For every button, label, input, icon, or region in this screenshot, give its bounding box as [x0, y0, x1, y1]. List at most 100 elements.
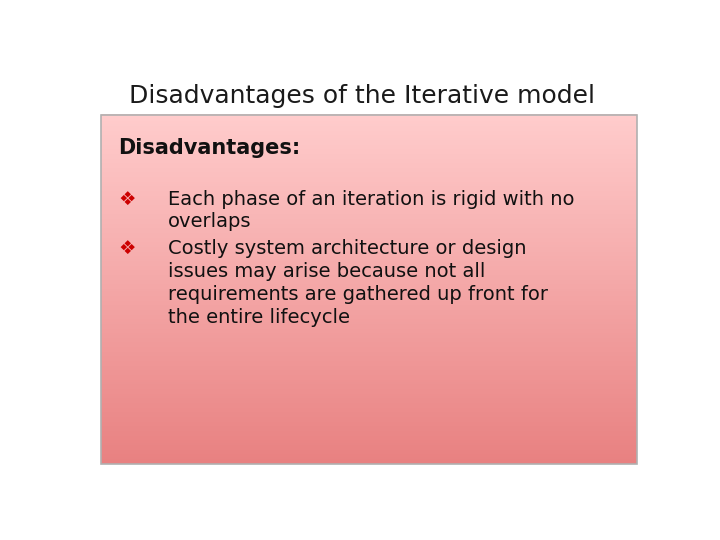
Bar: [101, 445, 636, 448]
Bar: [101, 177, 636, 180]
Bar: [101, 212, 636, 215]
Bar: [101, 312, 636, 315]
Bar: [101, 354, 636, 357]
Bar: [101, 168, 636, 171]
Bar: [101, 254, 636, 256]
Bar: [101, 154, 636, 157]
Bar: [101, 133, 636, 136]
Text: Costly system architecture or design: Costly system architecture or design: [168, 239, 526, 259]
Bar: [101, 454, 636, 457]
Bar: [101, 145, 636, 147]
Bar: [101, 235, 636, 238]
Bar: [101, 294, 636, 296]
Bar: [101, 221, 636, 224]
Bar: [101, 165, 636, 168]
Bar: [101, 321, 636, 324]
Bar: [101, 289, 636, 292]
Bar: [101, 310, 636, 313]
Bar: [101, 296, 636, 299]
Bar: [101, 142, 636, 145]
Bar: [101, 152, 636, 154]
Bar: [101, 370, 636, 373]
Bar: [101, 228, 636, 231]
Bar: [101, 280, 636, 282]
Bar: [101, 193, 636, 196]
Bar: [101, 214, 636, 217]
Bar: [101, 124, 636, 126]
Bar: [101, 301, 636, 303]
Bar: [101, 415, 636, 417]
Bar: [101, 459, 636, 462]
Bar: [101, 401, 636, 403]
Bar: [101, 314, 636, 318]
Bar: [101, 271, 636, 273]
Text: requirements are gathered up front for: requirements are gathered up front for: [168, 285, 548, 304]
Bar: [101, 231, 636, 233]
Bar: [101, 282, 636, 285]
Bar: [101, 114, 636, 117]
Text: Each phase of an iteration is rigid with no: Each phase of an iteration is rigid with…: [168, 190, 575, 208]
Bar: [101, 156, 636, 159]
Bar: [101, 426, 636, 429]
Bar: [101, 305, 636, 308]
Bar: [101, 361, 636, 364]
Bar: [101, 328, 636, 331]
Bar: [101, 366, 636, 368]
Bar: [101, 392, 636, 394]
Bar: [101, 356, 636, 359]
Bar: [101, 207, 636, 210]
Bar: [101, 149, 636, 152]
Bar: [101, 298, 636, 301]
Bar: [101, 205, 636, 208]
Bar: [101, 417, 636, 420]
Bar: [101, 240, 636, 243]
Bar: [101, 226, 636, 229]
Bar: [101, 268, 636, 271]
Bar: [101, 200, 636, 203]
Bar: [101, 422, 636, 424]
Bar: [101, 424, 636, 427]
Bar: [101, 202, 636, 206]
Bar: [101, 333, 636, 336]
Bar: [101, 135, 636, 138]
Text: the entire lifecycle: the entire lifecycle: [168, 308, 350, 327]
Bar: [101, 224, 636, 226]
Bar: [101, 275, 636, 278]
Bar: [101, 117, 636, 119]
Bar: [101, 259, 636, 261]
Bar: [101, 277, 636, 280]
Bar: [101, 335, 636, 338]
Bar: [101, 429, 636, 431]
Bar: [101, 122, 636, 124]
Bar: [101, 384, 636, 387]
Bar: [101, 198, 636, 201]
Bar: [101, 406, 636, 408]
Bar: [101, 326, 636, 329]
Bar: [101, 210, 636, 213]
Bar: [101, 440, 636, 443]
Bar: [101, 217, 636, 219]
Bar: [101, 373, 636, 375]
Text: ❖: ❖: [118, 239, 135, 259]
Bar: [101, 450, 636, 453]
Text: Disadvantages of the Iterative model: Disadvantages of the Iterative model: [129, 84, 595, 107]
Bar: [101, 126, 636, 129]
Bar: [101, 191, 636, 194]
Bar: [101, 249, 636, 252]
Bar: [101, 368, 636, 371]
Bar: [101, 382, 636, 385]
Bar: [101, 170, 636, 173]
Bar: [101, 347, 636, 350]
Bar: [101, 319, 636, 322]
Bar: [101, 377, 636, 380]
Bar: [101, 340, 636, 343]
Bar: [101, 443, 636, 445]
Bar: [101, 273, 636, 275]
Bar: [101, 138, 636, 140]
Bar: [101, 252, 636, 254]
Bar: [101, 363, 636, 366]
Bar: [101, 163, 636, 166]
Bar: [101, 436, 636, 438]
Bar: [101, 119, 636, 122]
Bar: [101, 399, 636, 401]
